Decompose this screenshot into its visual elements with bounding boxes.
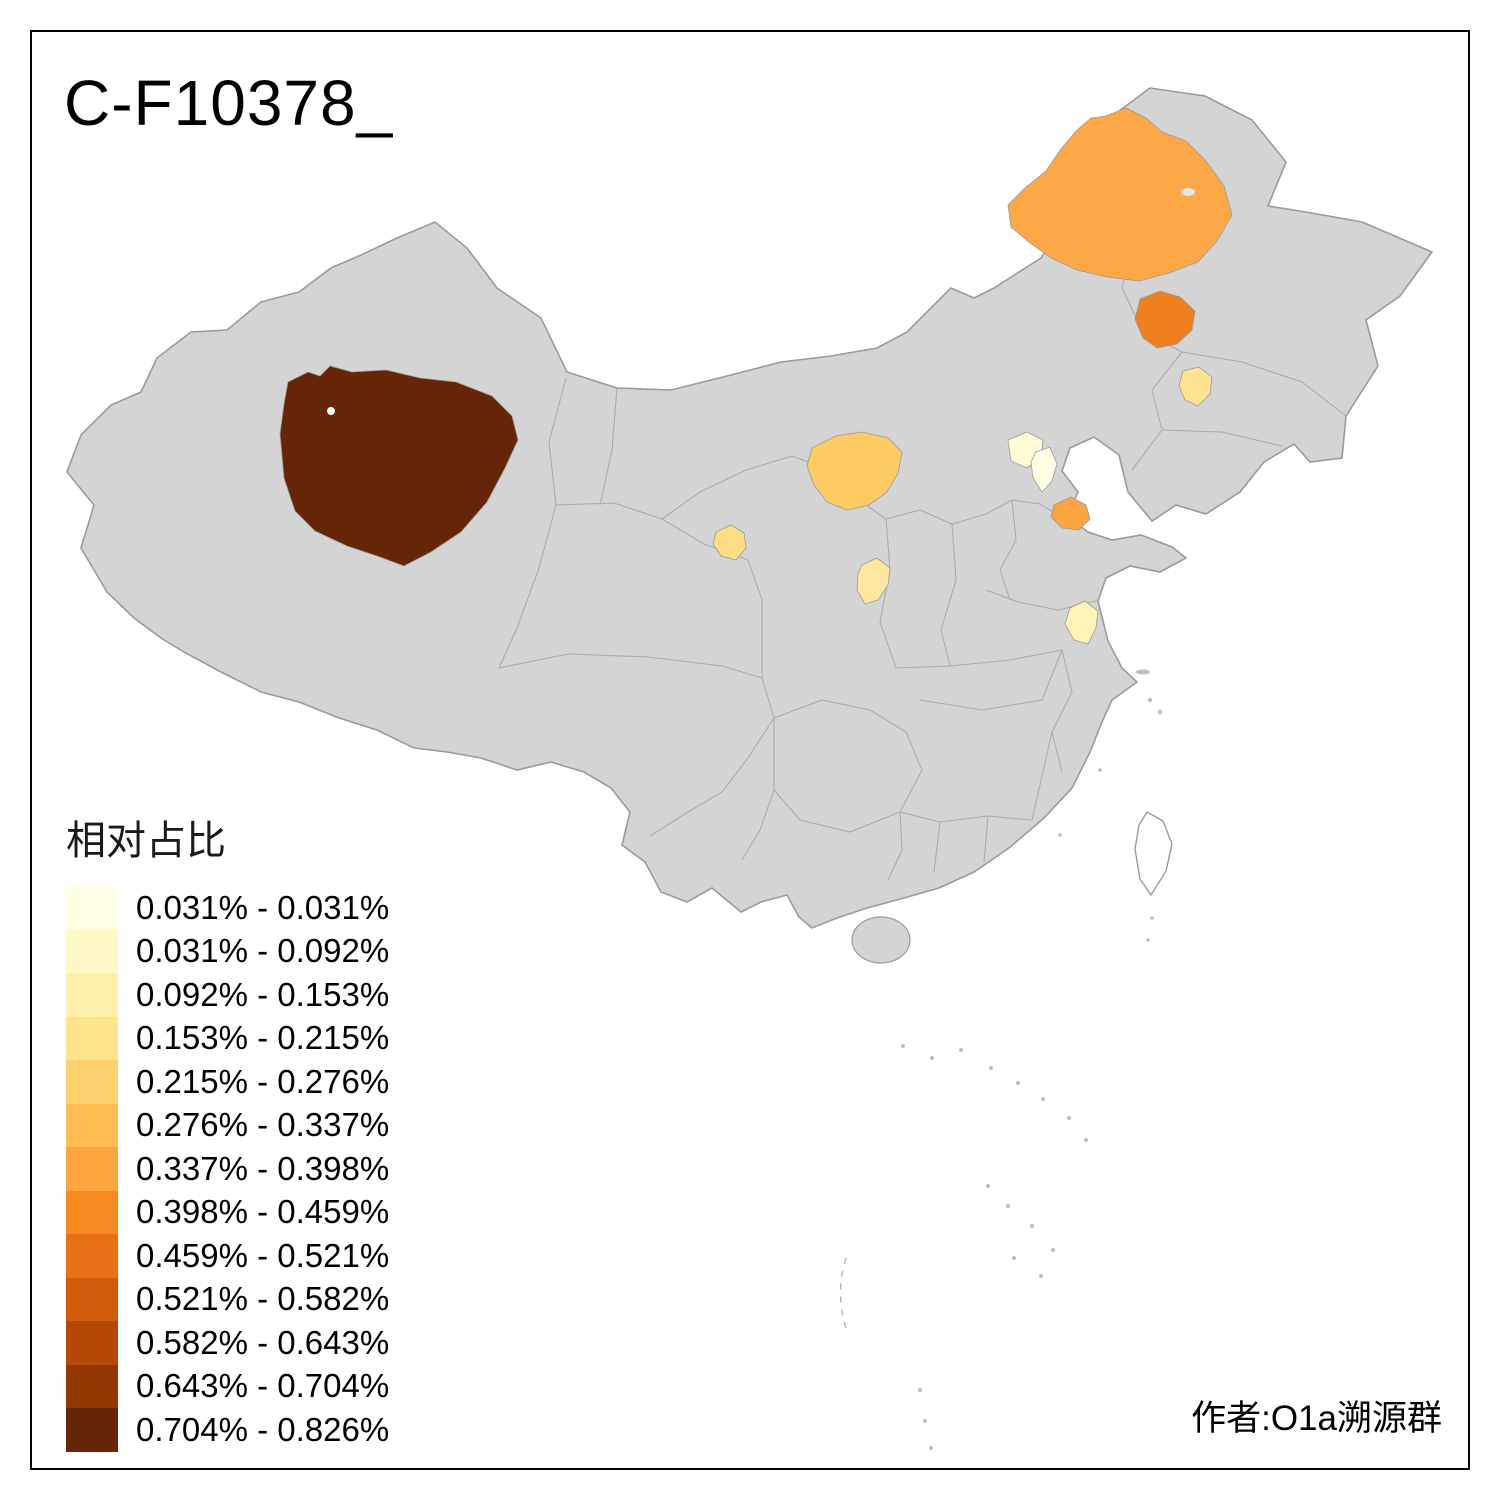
region-southeast-gansu (712, 524, 747, 561)
south-china-sea-islands (839, 1044, 1088, 1450)
legend-swatch (66, 1277, 118, 1321)
legend-item: 0.031% - 0.092% (66, 929, 390, 973)
legend-swatch (66, 1103, 118, 1147)
legend-label: 0.153% - 0.215% (136, 1019, 390, 1057)
region-central-heilongjiang (1134, 290, 1196, 349)
legend-label: 0.521% - 0.582% (136, 1280, 390, 1318)
legend-item: 0.092% - 0.153% (66, 973, 389, 1017)
legend-item: 0.521% - 0.582% (66, 1277, 390, 1321)
legend-swatch (66, 1190, 118, 1234)
legend-swatch (66, 1016, 118, 1060)
plot-frame (30, 30, 1470, 1470)
page-title: C-F10378_ (64, 67, 394, 139)
region-northwest-heilongjiang (1007, 107, 1233, 282)
legend-item: 0.337% - 0.398% (66, 1147, 389, 1191)
legend-swatch (66, 929, 118, 973)
legend-label: 0.582% - 0.643% (136, 1323, 390, 1361)
legend-item: 0.459% - 0.521% (66, 1234, 389, 1278)
legend-item: 0.704% - 0.826% (66, 1408, 389, 1452)
region-south-xinjiang (279, 365, 519, 567)
legend-swatch (66, 1408, 118, 1452)
legend-item: 0.276% - 0.337% (66, 1103, 390, 1147)
lake-dot (1181, 188, 1195, 196)
legend-item: 0.582% - 0.643% (66, 1321, 389, 1365)
legend-label: 0.031% - 0.031% (136, 888, 390, 926)
hainan-island (851, 916, 911, 964)
legend-item: 0.153% - 0.215% (66, 1016, 390, 1060)
legend-swatch (66, 1321, 118, 1365)
province-boundaries (498, 179, 1347, 881)
lake-dot (327, 407, 335, 415)
coastal-islets (1058, 669, 1163, 942)
legend-label: 0.398% - 0.459% (136, 1193, 390, 1231)
legend-swatch (66, 1147, 118, 1191)
legend-swatch (66, 1364, 118, 1408)
legend-item: 0.031% - 0.031% (66, 886, 389, 930)
legend-swatch (66, 886, 118, 930)
taiwan-island (1134, 811, 1173, 897)
legend-label: 0.031% - 0.092% (136, 932, 390, 970)
legend-swatch (66, 1234, 118, 1278)
legend-label: 0.704% - 0.826% (136, 1410, 390, 1448)
legend-label: 0.215% - 0.276% (136, 1062, 390, 1100)
legend-label: 0.092% - 0.153% (136, 975, 390, 1013)
legend-swatch (66, 973, 118, 1017)
region-ordos-inner-mongolia (806, 431, 903, 511)
legend-label: 0.459% - 0.521% (136, 1236, 390, 1274)
legend-item: 0.398% - 0.459% (66, 1190, 390, 1234)
author-credit: 作者:O1a溯源群 (1191, 1399, 1442, 1438)
legend-item: 0.215% - 0.276% (66, 1060, 389, 1104)
region-tianjin (1030, 446, 1058, 493)
legend: 相对占比 0.031% - 0.031% 0.031% - 0.092% 0.0… (66, 808, 389, 1452)
legend-item: 0.643% - 0.704% (66, 1364, 390, 1408)
china-mainland (66, 87, 1434, 929)
legend-label: 0.337% - 0.398% (136, 1149, 390, 1187)
legend-swatch (66, 1060, 118, 1104)
legend-label: 0.276% - 0.337% (136, 1106, 390, 1144)
region-central-jiangsu (1064, 600, 1099, 645)
legend-label: 0.643% - 0.704% (136, 1367, 390, 1405)
region-central-shandong (1050, 496, 1091, 531)
region-central-shaanxi (856, 557, 891, 605)
region-east-liaoning (1178, 366, 1213, 407)
china-choropleth-map (66, 87, 1434, 1450)
legend-title: 相对占比 (66, 819, 226, 863)
